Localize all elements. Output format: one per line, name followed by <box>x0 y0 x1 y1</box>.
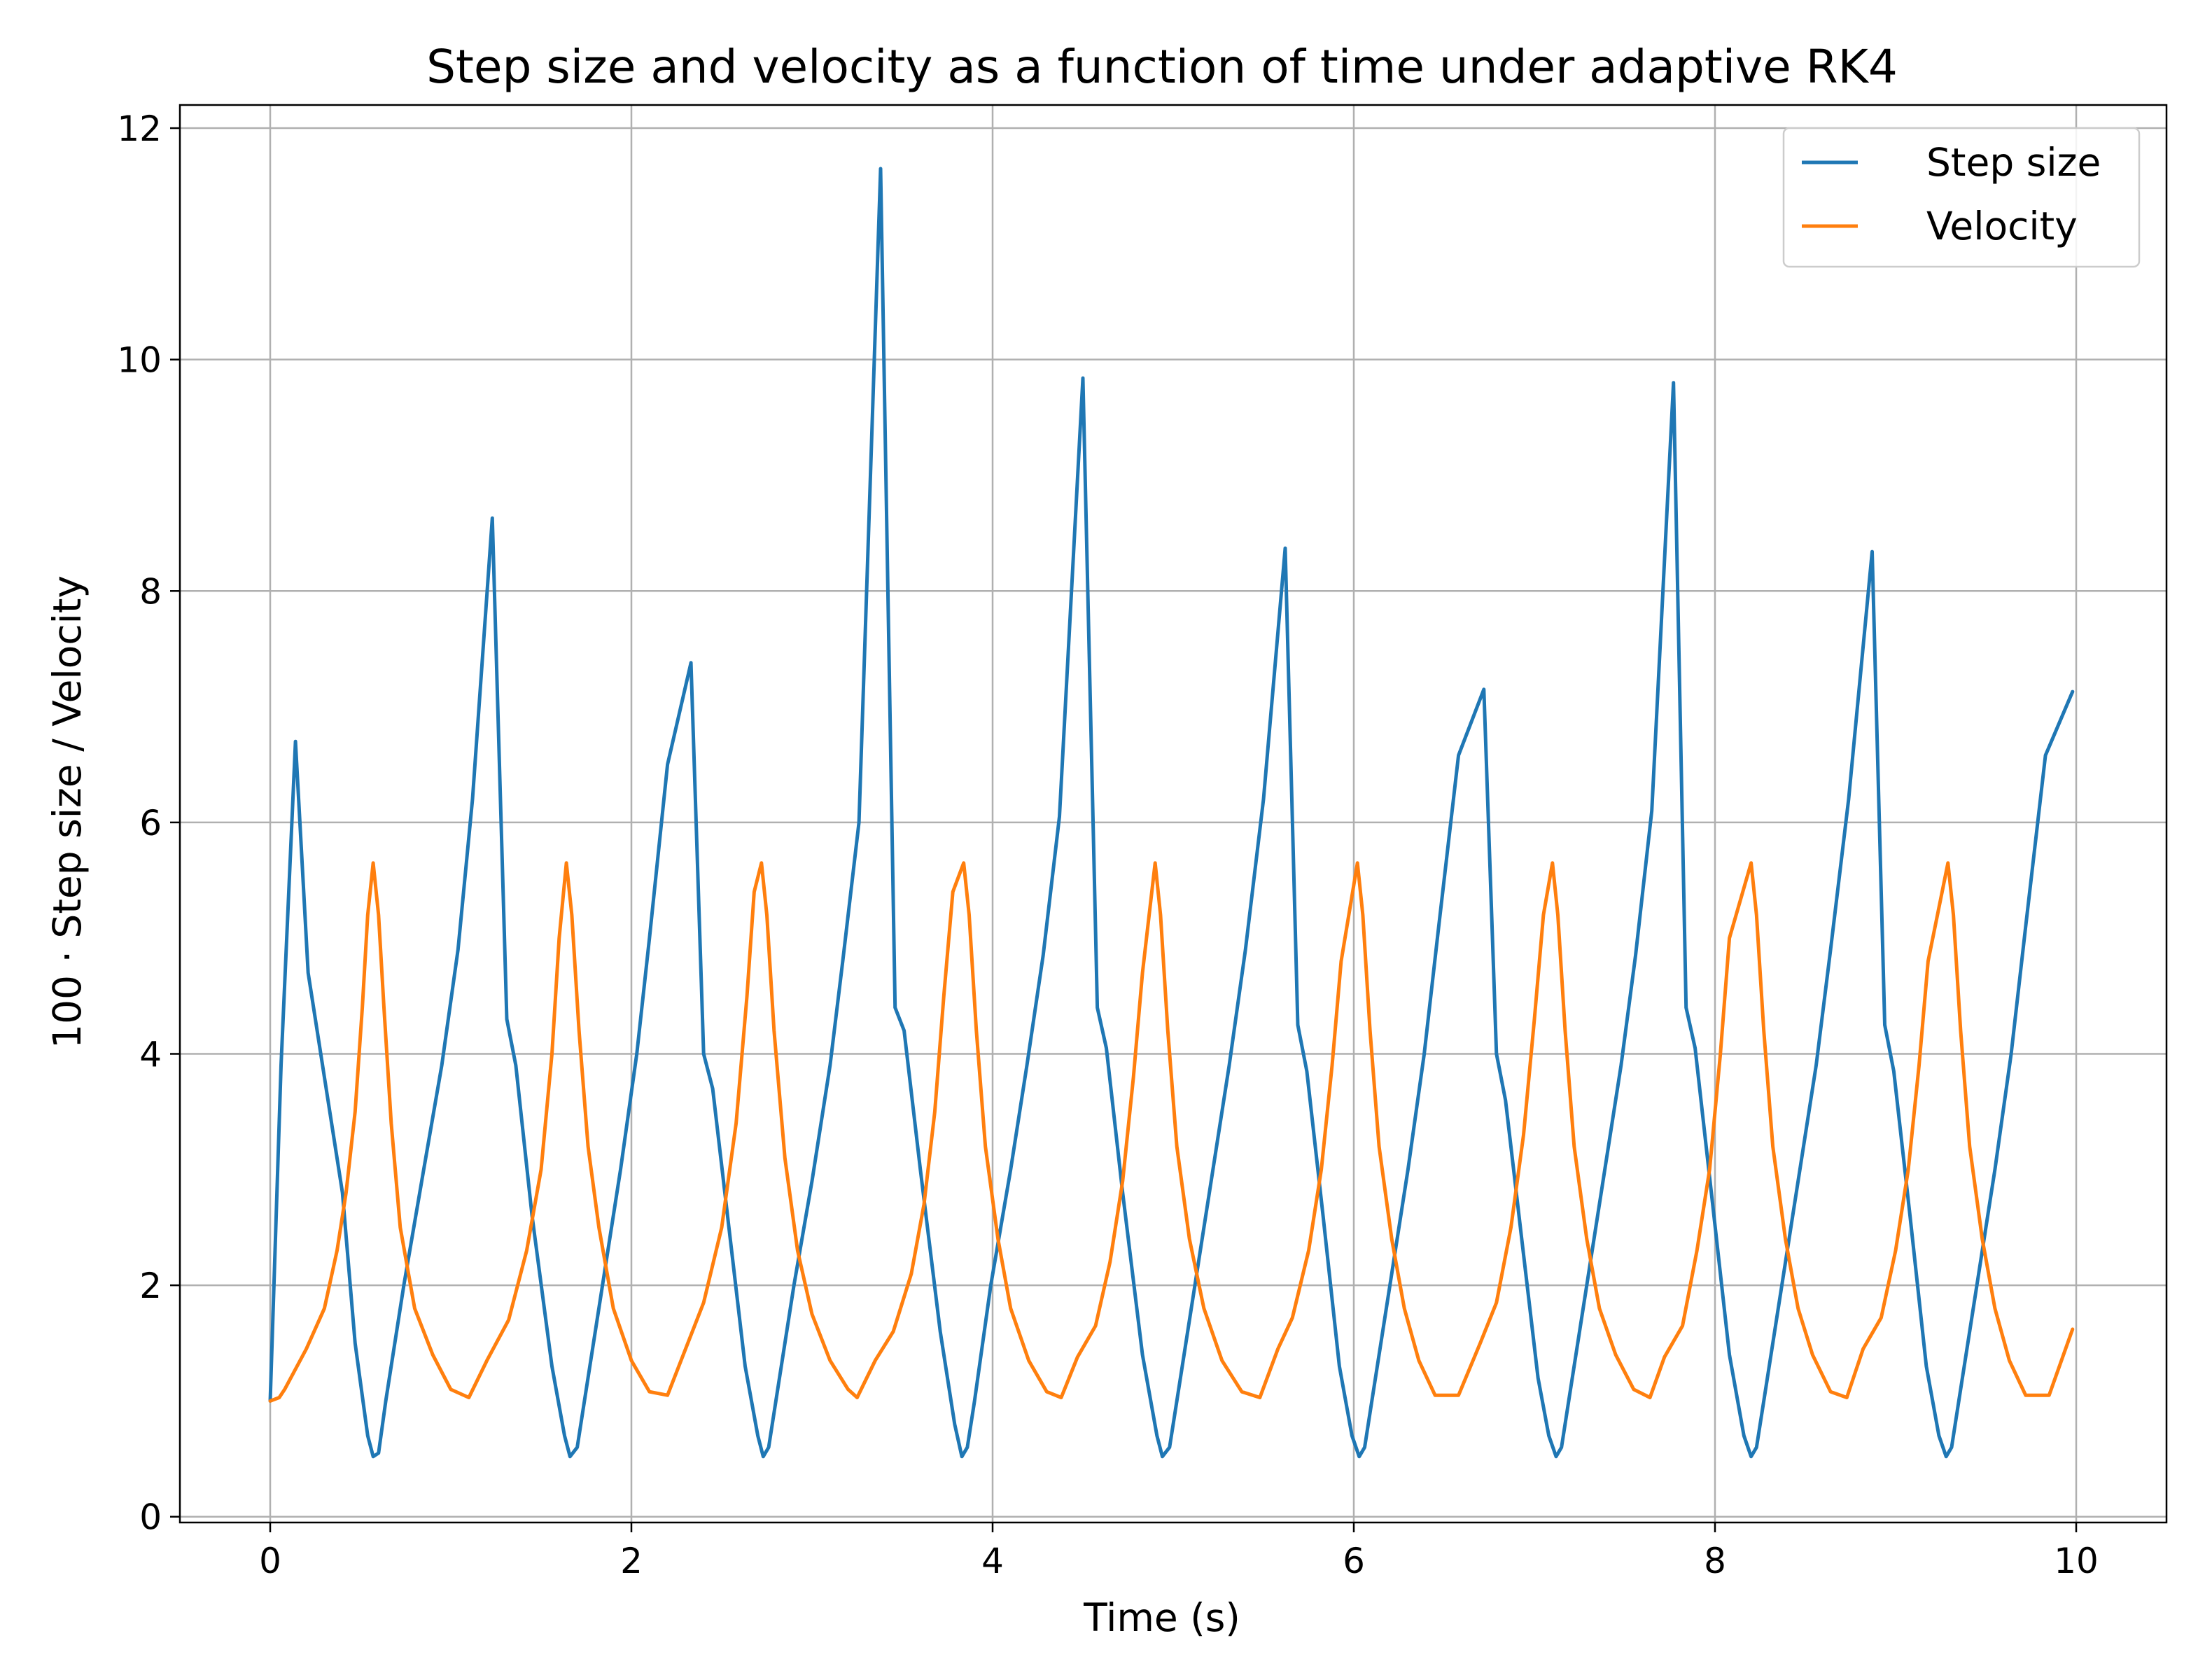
x-tick-label: 8 <box>1704 1541 1726 1581</box>
y-tick-label: 8 <box>139 571 162 612</box>
grid-lines <box>180 105 2166 1522</box>
plot-series <box>268 167 2075 1459</box>
y-tick-label: 10 <box>117 340 162 381</box>
legend-box <box>1782 127 2141 268</box>
series-line-step-size <box>268 167 2075 1459</box>
chart-title: Step size and velocity as a function of … <box>426 40 1898 94</box>
x-axis-title: Time (s) <box>1083 1595 1240 1640</box>
legend-label-step-size: Step size <box>1926 140 2101 185</box>
legend-label-velocity: Velocity <box>1926 204 2078 248</box>
x-tick-label: 2 <box>620 1541 643 1581</box>
plot-frame <box>178 104 2168 1524</box>
x-tick-label: 4 <box>981 1541 1004 1581</box>
series-line-velocity <box>268 861 2075 1403</box>
x-tick-label: 6 <box>1343 1541 1365 1581</box>
y-axis-title: 100 · Step size / Velocity <box>45 575 90 1049</box>
legend: Step size Velocity <box>1782 127 2141 268</box>
y-tick-label: 2 <box>139 1266 162 1306</box>
y-tick-label: 4 <box>139 1035 162 1075</box>
y-tick-label: 12 <box>117 108 162 149</box>
x-tick-label: 10 <box>2054 1541 2099 1581</box>
axis-ticks: 0 2 4 6 8 10 0 2 4 6 8 10 12 <box>117 108 2098 1581</box>
y-tick-label: 6 <box>139 803 162 844</box>
y-tick-label: 0 <box>139 1497 162 1538</box>
x-tick-label: 0 <box>259 1541 281 1581</box>
